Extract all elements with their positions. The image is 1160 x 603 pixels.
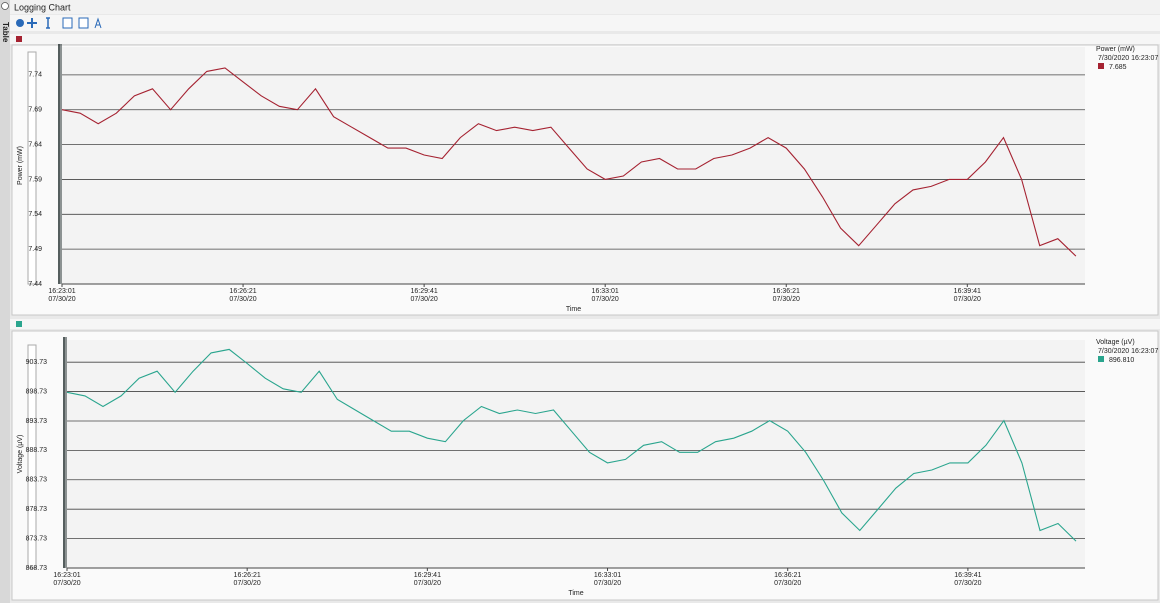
- x-tick-label: 16:23:01 07/30/20: [48, 288, 76, 303]
- x-tick-label: 16:39:41 07/30/20: [954, 572, 982, 587]
- plot-area: [62, 47, 1085, 284]
- plot-area: [67, 340, 1085, 568]
- y-tick-label: 903.73: [26, 359, 48, 366]
- layout-button[interactable]: [62, 17, 73, 29]
- y-scrollbar[interactable]: [27, 344, 37, 569]
- y-tick-label: 878.73: [26, 506, 48, 513]
- side-tab[interactable]: Table: [1, 22, 10, 43]
- y-tick-label: 868.73: [26, 565, 48, 572]
- y-tick-label: 888.73: [26, 447, 48, 454]
- legend-swatch: [1098, 356, 1104, 362]
- cursor-button[interactable]: [46, 17, 50, 29]
- legend-value: 896.810: [1109, 357, 1134, 364]
- scale-button[interactable]: [94, 17, 102, 29]
- y-tick-label: 7.74: [28, 72, 42, 79]
- panel-toggle[interactable]: [16, 321, 22, 327]
- panel-toggle[interactable]: [16, 36, 22, 42]
- legend-value: 7.685: [1109, 64, 1127, 71]
- settings-button[interactable]: [16, 19, 24, 27]
- y-tick-label: 7.44: [28, 281, 42, 288]
- panel-header: [10, 34, 1160, 44]
- x-tick-label: 16:33:01 07/30/20: [591, 288, 619, 303]
- legend-swatch: [1098, 63, 1104, 69]
- y-tick-label: 7.69: [28, 107, 42, 114]
- pan-button[interactable]: [27, 18, 37, 28]
- y-tick-label: 7.54: [28, 211, 42, 218]
- side-bar: [0, 0, 10, 603]
- x-tick-label: 16:33:01 07/30/20: [593, 572, 622, 587]
- legend-timestamp: 7/30/2020 16:23:07: [1098, 348, 1158, 355]
- y-tick-label: 7.64: [28, 141, 42, 148]
- y-tick-label: 898.73: [26, 388, 48, 395]
- y-scrollbar[interactable]: [27, 51, 37, 285]
- legend-timestamp: 7/30/2020 16:23:07: [1098, 55, 1158, 62]
- window-title: Logging Chart: [14, 2, 71, 12]
- x-tick-label: 16:26:21 07/30/20: [229, 288, 257, 303]
- x-tick-label: 16:23:01 07/30/20: [53, 572, 81, 587]
- panel-header: [10, 319, 1160, 329]
- legend-title: Power (mW): [1096, 46, 1135, 53]
- title-bar: [10, 0, 1160, 14]
- x-tick-label: 16:29:41 07/30/20: [413, 572, 441, 587]
- x-tick-label: 16:36:21 07/30/20: [772, 288, 800, 303]
- x-axis-title: Time: [568, 590, 583, 597]
- x-tick-label: 16:39:41 07/30/20: [953, 288, 981, 303]
- x-tick-label: 16:26:21 07/30/20: [233, 572, 261, 587]
- y-axis-title: Voltage (µV): [17, 435, 24, 474]
- data-line: [61, 67, 1077, 257]
- y-tick-label: 7.49: [28, 246, 42, 253]
- toolbar: [10, 15, 1160, 31]
- y-axis-title: Power (mW): [17, 146, 24, 185]
- x-tick-label: 16:36:21 07/30/20: [774, 572, 802, 587]
- y-tick-label: 883.73: [26, 477, 48, 484]
- side-toggle[interactable]: [1, 2, 9, 10]
- y-tick-label: 873.73: [26, 535, 48, 542]
- split-button[interactable]: [78, 17, 89, 29]
- x-axis-title: Time: [566, 306, 581, 313]
- y-tick-label: 7.59: [28, 176, 42, 183]
- legend-title: Voltage (µV): [1096, 339, 1135, 346]
- data-line: [66, 348, 1077, 542]
- y-tick-label: 893.73: [26, 418, 48, 425]
- x-tick-label: 16:29:41 07/30/20: [410, 288, 438, 303]
